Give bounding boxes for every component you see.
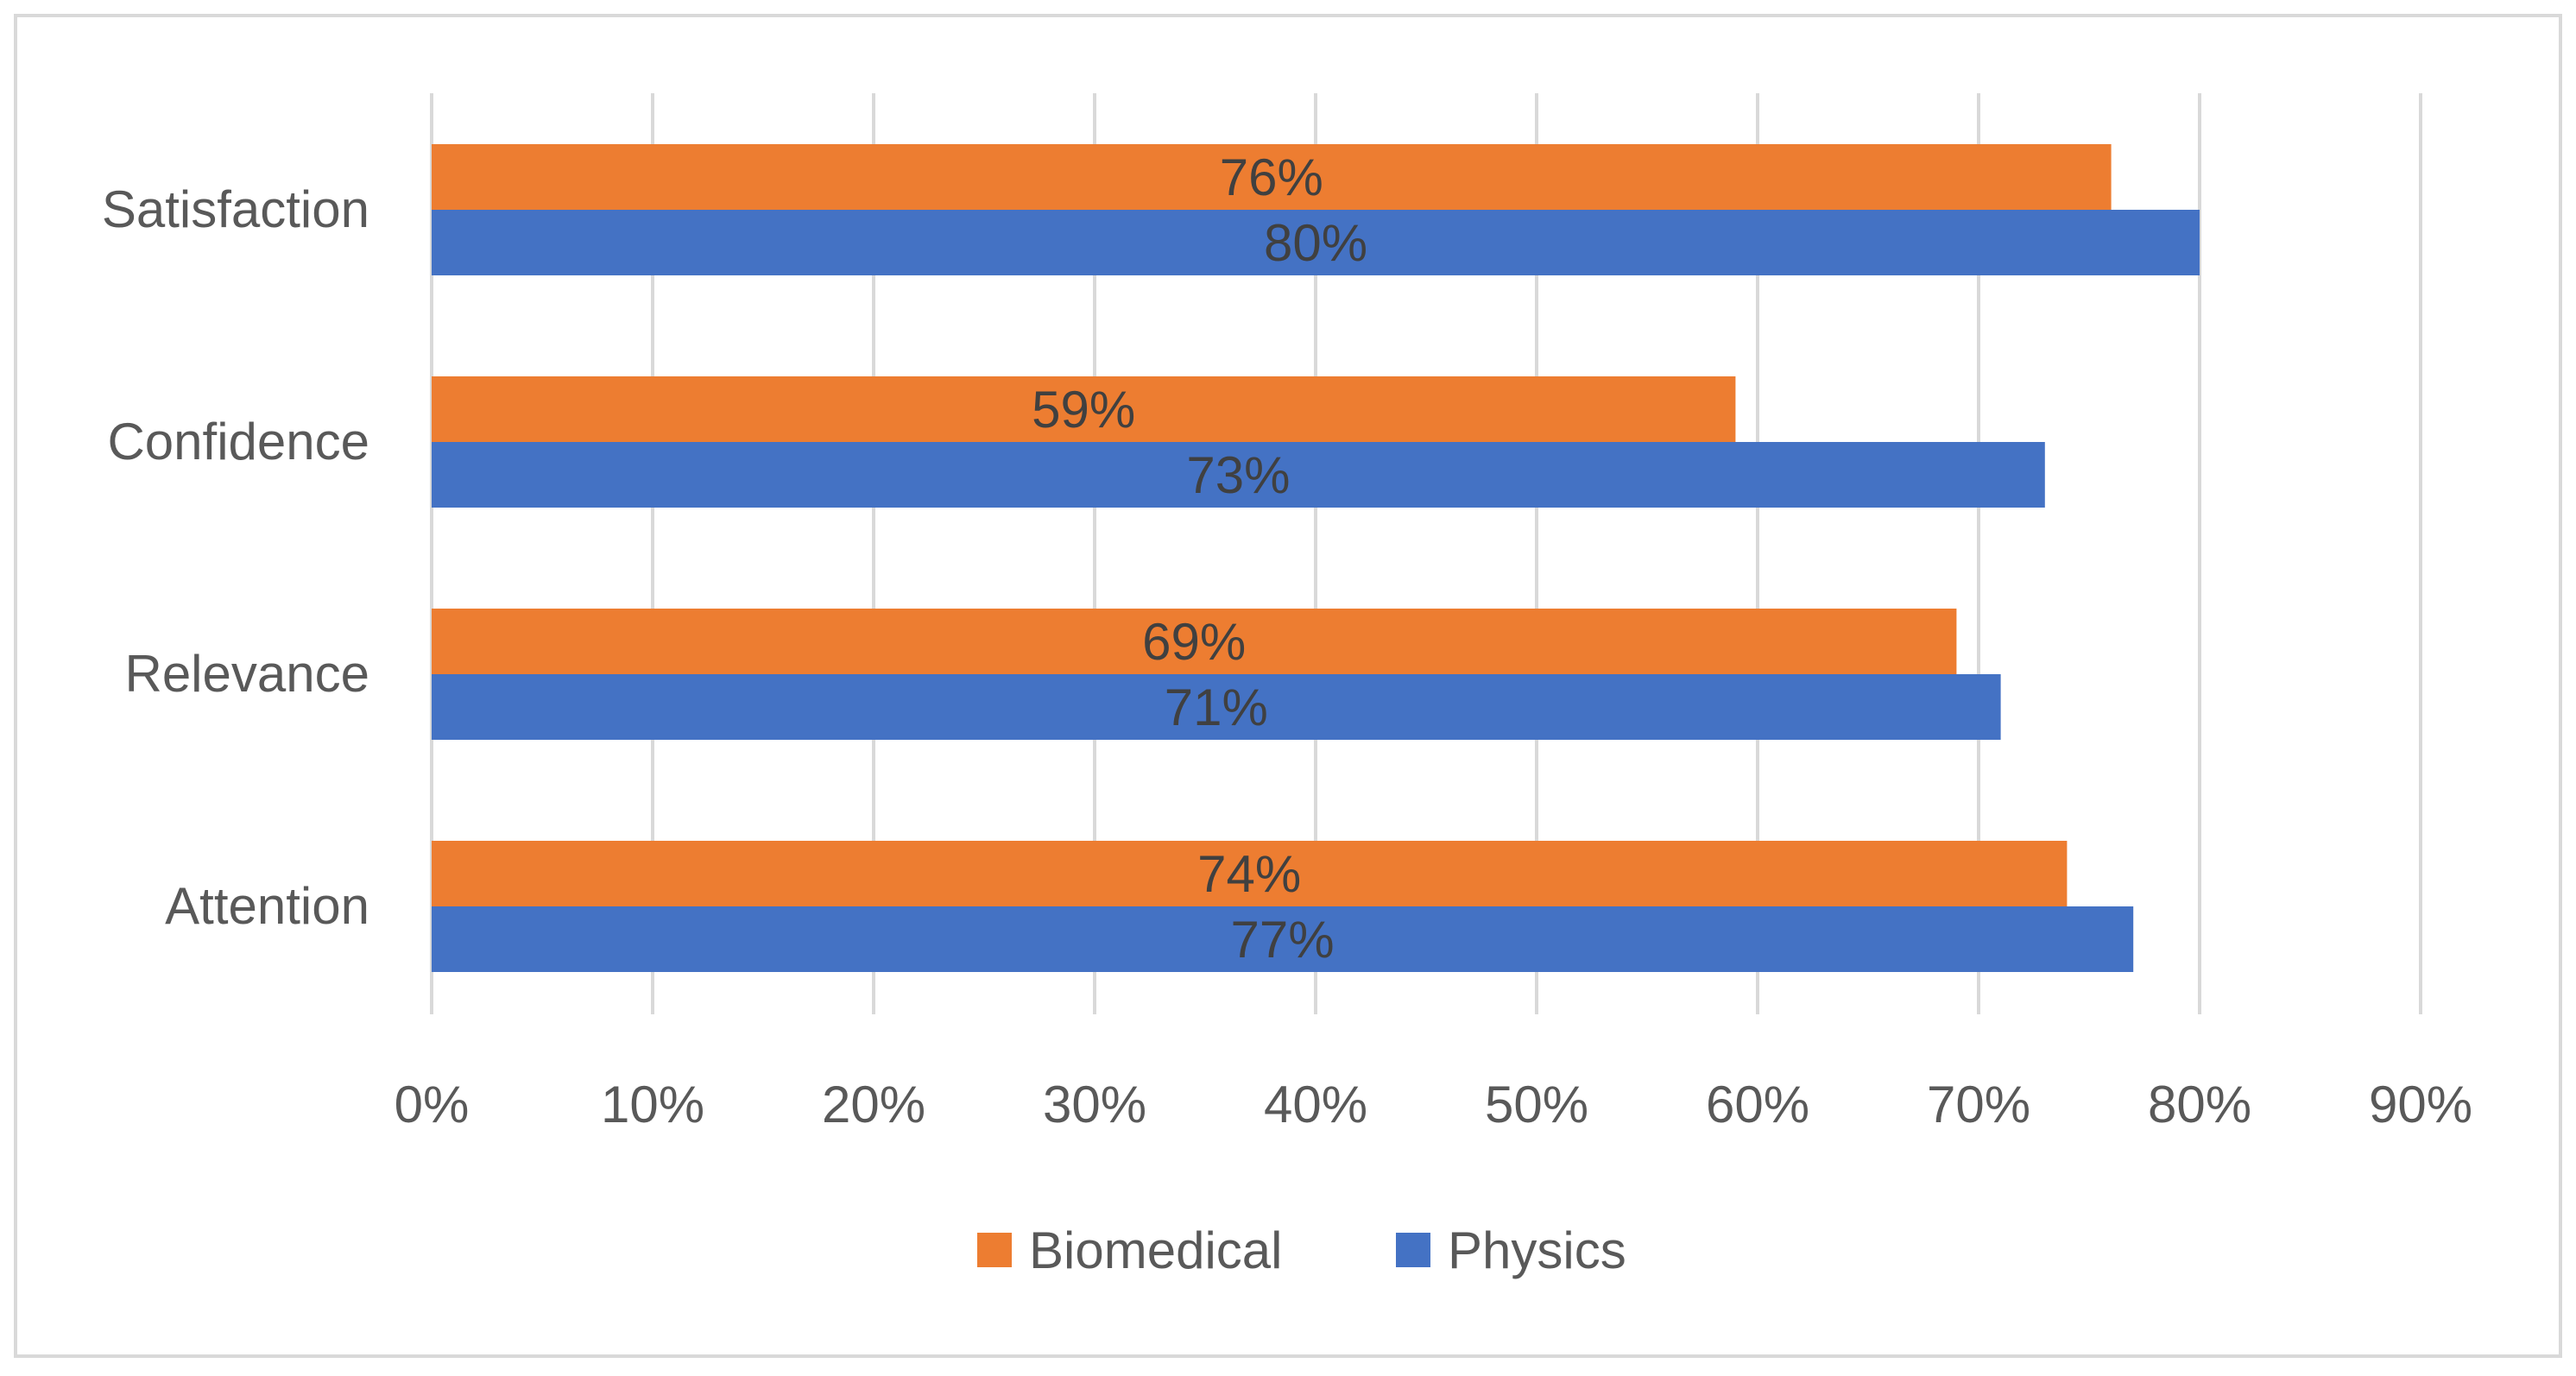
value-axis: 0% 10% 20% 30% 40% 50% 60% 70% 80% 90% (395, 1076, 2472, 1133)
bar-physics-relevance (432, 674, 2001, 740)
category-label: Confidence (107, 413, 369, 470)
x-tick-label: 70% (1927, 1076, 2030, 1133)
data-label: 76% (1220, 148, 1323, 206)
data-label: 71% (1165, 679, 1268, 736)
category-label: Relevance (124, 645, 369, 703)
data-label: 74% (1197, 845, 1301, 903)
legend: Biomedical Physics (977, 1221, 1626, 1279)
x-tick-label: 50% (1485, 1076, 1588, 1133)
bar-physics-attention (432, 906, 2134, 972)
data-label: 73% (1186, 446, 1290, 504)
bar-biomedical-confidence (432, 376, 1736, 442)
legend-label: Biomedical (1029, 1221, 1282, 1279)
legend-label: Physics (1448, 1221, 1626, 1279)
x-tick-label: 30% (1043, 1076, 1146, 1133)
data-label: 59% (1032, 381, 1135, 439)
x-tick-label: 0% (395, 1076, 470, 1133)
x-tick-label: 40% (1264, 1076, 1367, 1133)
bar-biomedical-satisfaction (432, 144, 2112, 210)
bar-physics-confidence (432, 442, 2045, 508)
data-label: 80% (1264, 214, 1367, 272)
data-label: 69% (1142, 613, 1246, 671)
x-tick-label: 60% (1706, 1076, 1809, 1133)
x-tick-label: 90% (2369, 1076, 2472, 1133)
bar-biomedical-relevance (432, 609, 1957, 674)
category-label: Satisfaction (102, 180, 369, 238)
legend-swatch (1396, 1233, 1430, 1267)
x-tick-label: 10% (601, 1076, 704, 1133)
x-tick-label: 80% (2148, 1076, 2251, 1133)
bars (432, 144, 2200, 972)
bar-physics-satisfaction (432, 210, 2200, 275)
data-labels: 76% 80% 59% 73% 69% 71% 74% 77% (1032, 148, 1367, 969)
bar-biomedical-attention (432, 841, 2068, 906)
data-label: 77% (1231, 911, 1335, 969)
category-label: Attention (165, 877, 369, 935)
category-axis: Satisfaction Confidence Relevance Attention (102, 180, 369, 935)
x-tick-label: 20% (822, 1076, 925, 1133)
legend-swatch (977, 1233, 1012, 1267)
legend-item-biomedical: Biomedical (977, 1221, 1282, 1279)
legend-item-physics: Physics (1396, 1221, 1626, 1279)
